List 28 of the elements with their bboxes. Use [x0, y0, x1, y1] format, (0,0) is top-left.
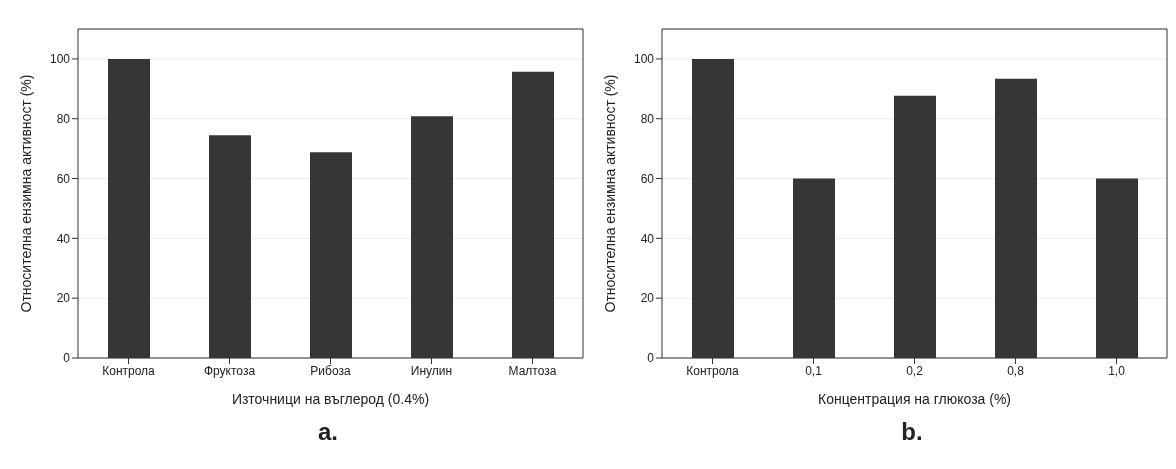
x-axis-title: Концентрация на глюкоза (%) — [818, 391, 1011, 407]
y-tick-label: 60 — [640, 171, 655, 186]
y-tick-label: 20 — [56, 291, 71, 306]
x-tick-label: Контрола — [102, 363, 156, 378]
y-tick-label: 100 — [49, 52, 71, 67]
x-tick-label: Инулин — [410, 363, 453, 378]
y-tick-label: 40 — [56, 231, 71, 246]
y-axis-title: Относителна ензимна активност (%) — [601, 74, 618, 313]
x-tick-label: 1,0 — [1108, 363, 1126, 378]
y-tick-label: 80 — [56, 111, 71, 126]
y-tick-label: 40 — [640, 231, 655, 246]
x-tick-label: 0,1 — [805, 363, 823, 378]
x-tick-label: 0,8 — [1007, 363, 1025, 378]
x-tick-label: Контрола — [686, 363, 740, 378]
x-tick-label: Рибоза — [310, 363, 351, 378]
y-tick-label: 0 — [63, 351, 71, 366]
x-axis-title: Източници на въглерод (0.4%) — [231, 391, 430, 407]
y-tick-label: 80 — [640, 111, 655, 126]
text: b. — [900, 418, 924, 446]
x-tick-label: 0,2 — [906, 363, 924, 378]
y-tick-label: 60 — [56, 171, 71, 186]
y-axis-title: Относителна ензимна активност (%) — [17, 74, 34, 313]
y-tick-label: 100 — [633, 52, 655, 67]
y-tick-label: 20 — [640, 291, 655, 306]
x-tick-label: Фруктоза — [203, 363, 256, 378]
x-tick-label: Малтоза — [508, 363, 557, 378]
text: a. — [317, 418, 339, 446]
y-tick-label: 0 — [647, 351, 655, 366]
